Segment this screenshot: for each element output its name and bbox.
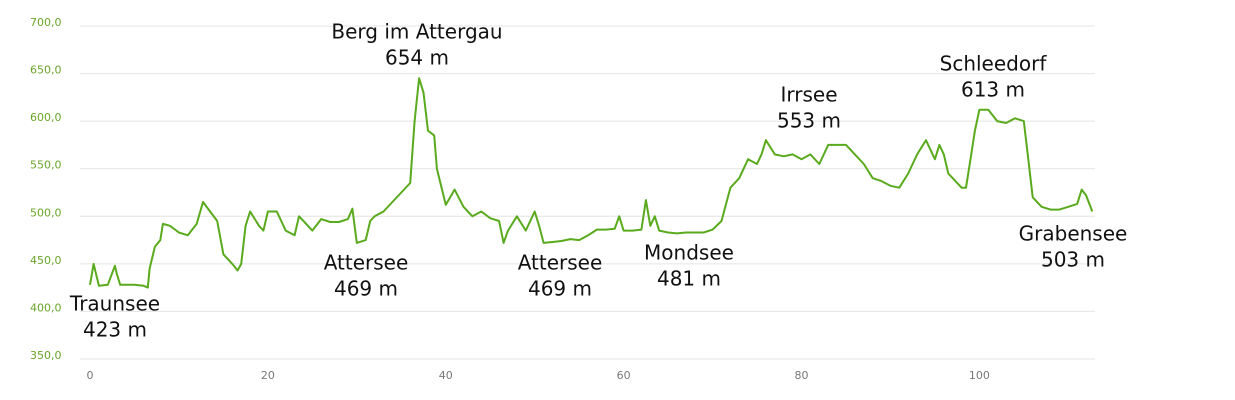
elevation-line	[89, 77, 1094, 289]
y-tick-label: 400,0	[30, 301, 62, 314]
x-tick-label: 20	[261, 369, 275, 382]
annotation-name: Grabensee	[1019, 222, 1128, 246]
y-tick-label: 450,0	[30, 254, 62, 267]
y-tick-label: 600,0	[30, 111, 62, 124]
x-tick-label: 60	[617, 369, 631, 382]
y-tick-label: 700,0	[30, 16, 62, 29]
x-tick-label: 40	[439, 369, 453, 382]
annotation-name: Attersee	[518, 251, 603, 275]
annotation-elevation: 481 m	[657, 267, 721, 291]
annotation-name: Berg im Attergau	[331, 20, 502, 44]
x-tick-label: 100	[969, 369, 990, 382]
annotation-name: Attersee	[324, 251, 409, 275]
annotation-elevation: 503 m	[1041, 248, 1105, 272]
annotation-name: Schleedorf	[940, 52, 1048, 76]
annotation-name: Irrsee	[780, 83, 837, 107]
x-tick-label: 80	[795, 369, 809, 382]
annotation-elevation: 423 m	[83, 318, 147, 342]
x-tick-label: 0	[87, 369, 94, 382]
annotation-elevation: 469 m	[334, 277, 398, 301]
annotation-elevation: 553 m	[777, 109, 841, 133]
y-tick-label: 500,0	[30, 206, 62, 219]
y-tick-label: 650,0	[30, 64, 62, 77]
y-tick-label: 550,0	[30, 159, 62, 172]
annotation-name: Traunsee	[69, 292, 160, 316]
y-tick-label: 350,0	[30, 349, 62, 362]
annotation-elevation: 469 m	[528, 277, 592, 301]
annotation-elevation: 654 m	[385, 46, 449, 70]
annotation-name: Mondsee	[644, 241, 734, 265]
annotation-elevation: 613 m	[961, 78, 1025, 102]
